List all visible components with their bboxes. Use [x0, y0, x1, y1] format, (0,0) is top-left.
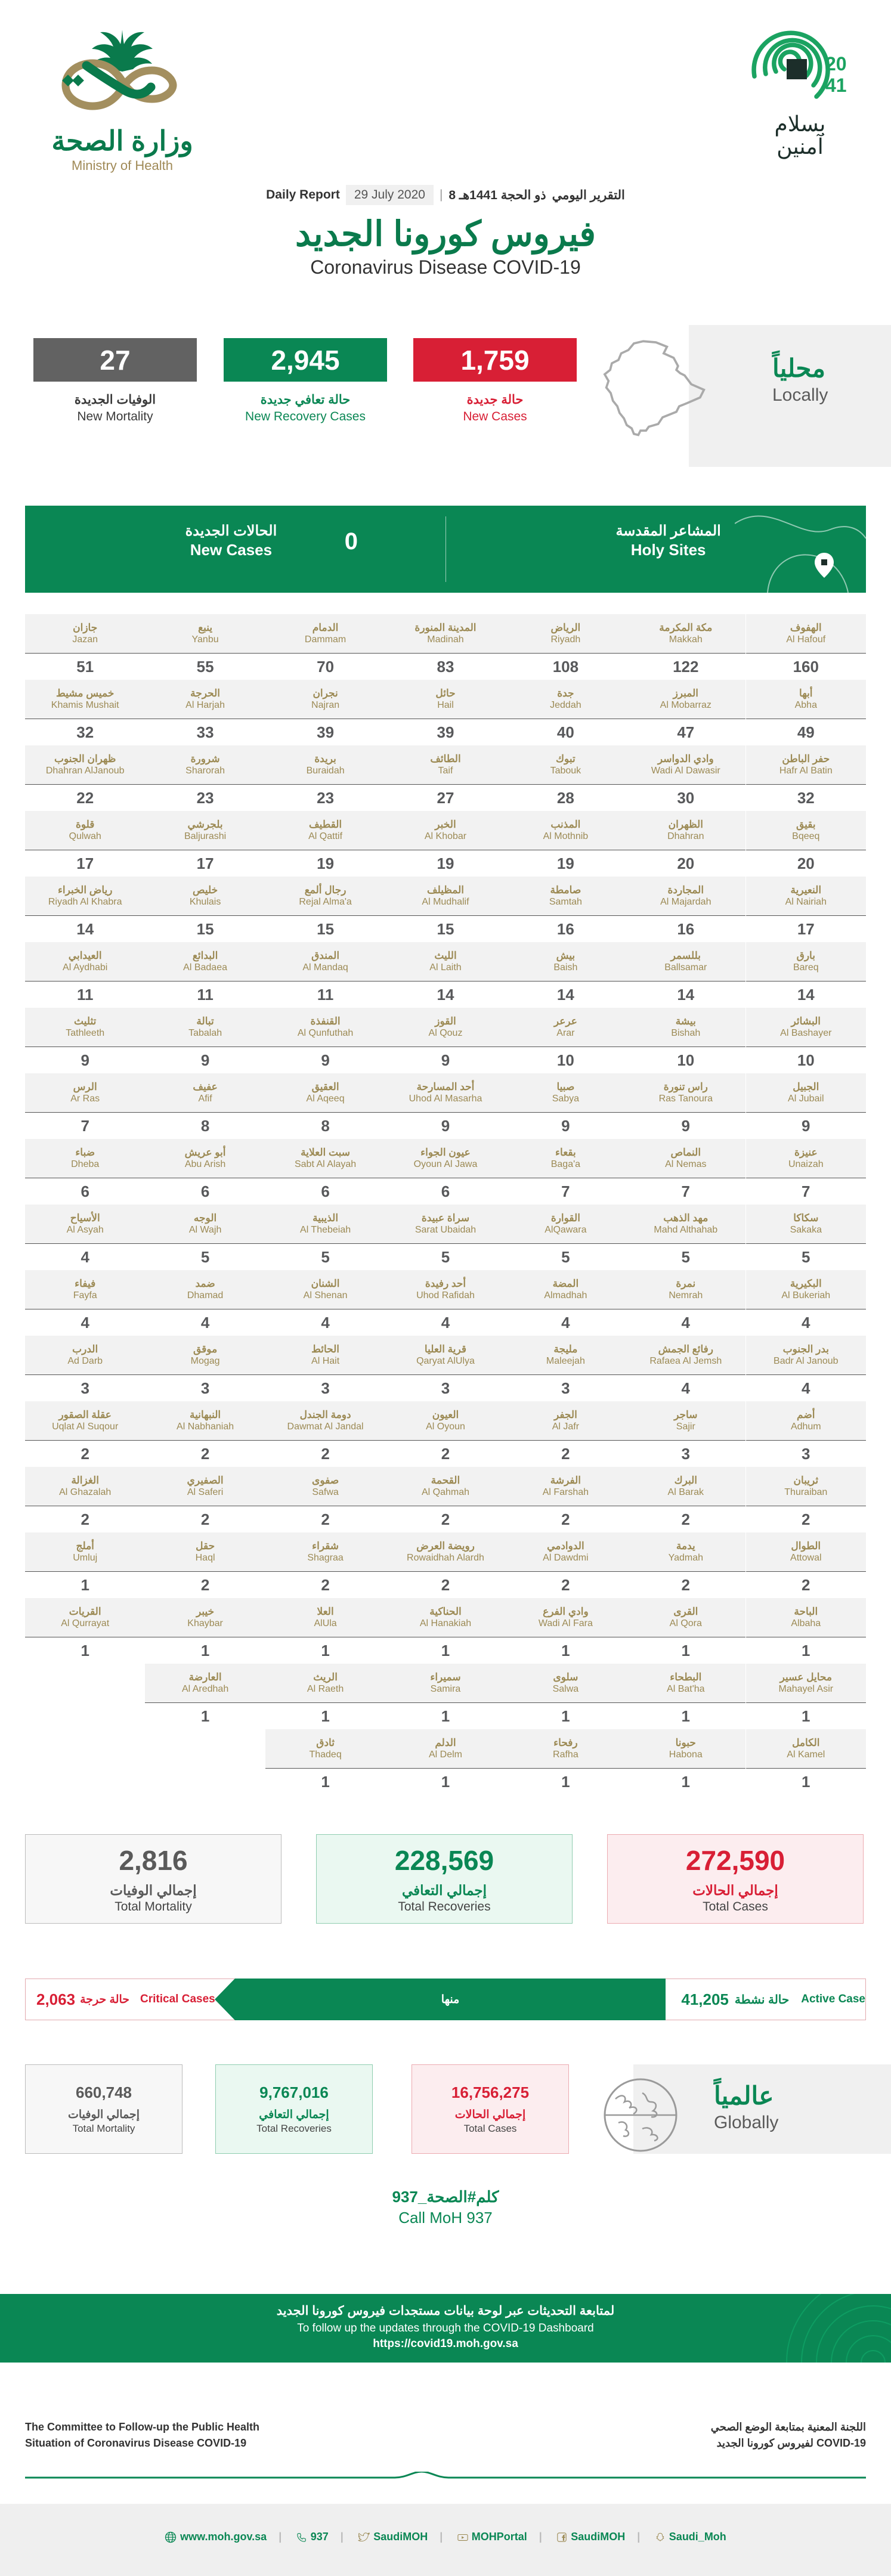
svg-text:20: 20 [825, 53, 847, 75]
svg-text:41: 41 [825, 75, 847, 96]
